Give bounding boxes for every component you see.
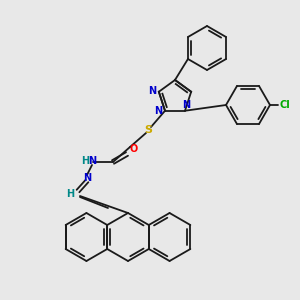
Text: O: O (130, 144, 138, 154)
Text: Cl: Cl (280, 100, 290, 110)
Text: N: N (148, 86, 156, 96)
Text: N: N (154, 106, 162, 116)
Text: N: N (88, 156, 96, 166)
Text: N: N (83, 173, 91, 183)
Text: H: H (66, 189, 74, 199)
Text: S: S (144, 125, 152, 135)
Text: N: N (182, 100, 190, 110)
Text: H: H (81, 156, 89, 166)
